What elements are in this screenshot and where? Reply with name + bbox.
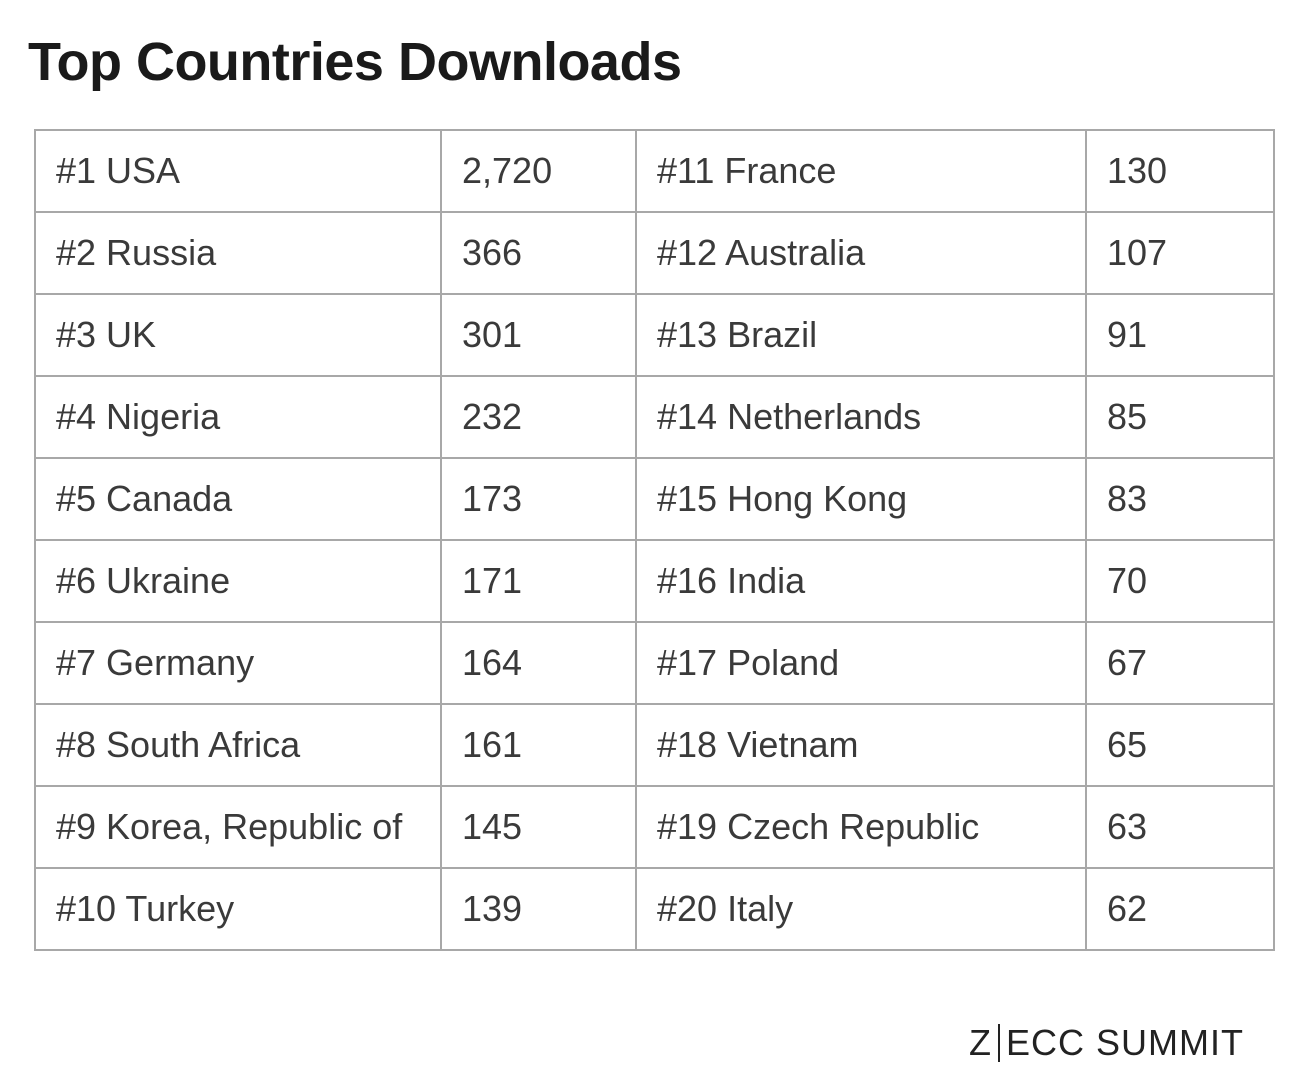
- downloads-cell: 139: [440, 867, 637, 951]
- table-row: #6 Ukraine 171 #16 India 70: [34, 539, 1275, 623]
- country-cell: #3 UK: [34, 293, 442, 377]
- country-cell: #15 Hong Kong: [635, 457, 1087, 541]
- downloads-cell: 173: [440, 457, 637, 541]
- table-row: #8 South Africa 161 #18 Vietnam 65: [34, 703, 1275, 787]
- table-row: #10 Turkey 139 #20 Italy 62: [34, 867, 1275, 951]
- country-cell: #7 Germany: [34, 621, 442, 705]
- table-row: #1 USA 2,720 #11 France 130: [34, 129, 1275, 213]
- country-cell: #5 Canada: [34, 457, 442, 541]
- table-row: #4 Nigeria 232 #14 Netherlands 85: [34, 375, 1275, 459]
- page-title: Top Countries Downloads: [28, 32, 682, 92]
- brand-logo-prefix: Z: [969, 1022, 992, 1063]
- downloads-cell: 67: [1085, 621, 1275, 705]
- table-row: #9 Korea, Republic of 145 #19 Czech Repu…: [34, 785, 1275, 869]
- table-row: #2 Russia 366 #12 Australia 107: [34, 211, 1275, 295]
- downloads-cell: 171: [440, 539, 637, 623]
- country-cell: #14 Netherlands: [635, 375, 1087, 459]
- country-cell: #16 India: [635, 539, 1087, 623]
- downloads-cell: 366: [440, 211, 637, 295]
- downloads-cell: 130: [1085, 129, 1275, 213]
- downloads-cell: 63: [1085, 785, 1275, 869]
- country-cell: #12 Australia: [635, 211, 1087, 295]
- downloads-cell: 62: [1085, 867, 1275, 951]
- country-cell: #2 Russia: [34, 211, 442, 295]
- downloads-cell: 2,720: [440, 129, 637, 213]
- table-row: #7 Germany 164 #17 Poland 67: [34, 621, 1275, 705]
- downloads-cell: 164: [440, 621, 637, 705]
- downloads-cell: 107: [1085, 211, 1275, 295]
- brand-logo-suffix: ECC SUMMIT: [1006, 1022, 1244, 1063]
- brand-logo: Z ECC SUMMIT: [969, 1022, 1244, 1064]
- country-cell: #1 USA: [34, 129, 442, 213]
- country-cell: #20 Italy: [635, 867, 1087, 951]
- country-cell: #9 Korea, Republic of: [34, 785, 442, 869]
- downloads-cell: 70: [1085, 539, 1275, 623]
- downloads-cell: 65: [1085, 703, 1275, 787]
- downloads-cell: 301: [440, 293, 637, 377]
- country-cell: #4 Nigeria: [34, 375, 442, 459]
- country-cell: #10 Turkey: [34, 867, 442, 951]
- downloads-cell: 145: [440, 785, 637, 869]
- downloads-cell: 85: [1085, 375, 1275, 459]
- country-cell: #13 Brazil: [635, 293, 1087, 377]
- table-row: #3 UK 301 #13 Brazil 91: [34, 293, 1275, 377]
- country-cell: #11 France: [635, 129, 1087, 213]
- downloads-cell: 83: [1085, 457, 1275, 541]
- brand-logo-divider: [998, 1024, 1000, 1062]
- table-row: #5 Canada 173 #15 Hong Kong 83: [34, 457, 1275, 541]
- downloads-cell: 91: [1085, 293, 1275, 377]
- downloads-cell: 232: [440, 375, 637, 459]
- country-cell: #6 Ukraine: [34, 539, 442, 623]
- downloads-cell: 161: [440, 703, 637, 787]
- country-cell: #17 Poland: [635, 621, 1087, 705]
- country-cell: #19 Czech Republic: [635, 785, 1087, 869]
- country-cell: #8 South Africa: [34, 703, 442, 787]
- country-cell: #18 Vietnam: [635, 703, 1087, 787]
- downloads-table: #1 USA 2,720 #11 France 130 #2 Russia 36…: [34, 129, 1275, 951]
